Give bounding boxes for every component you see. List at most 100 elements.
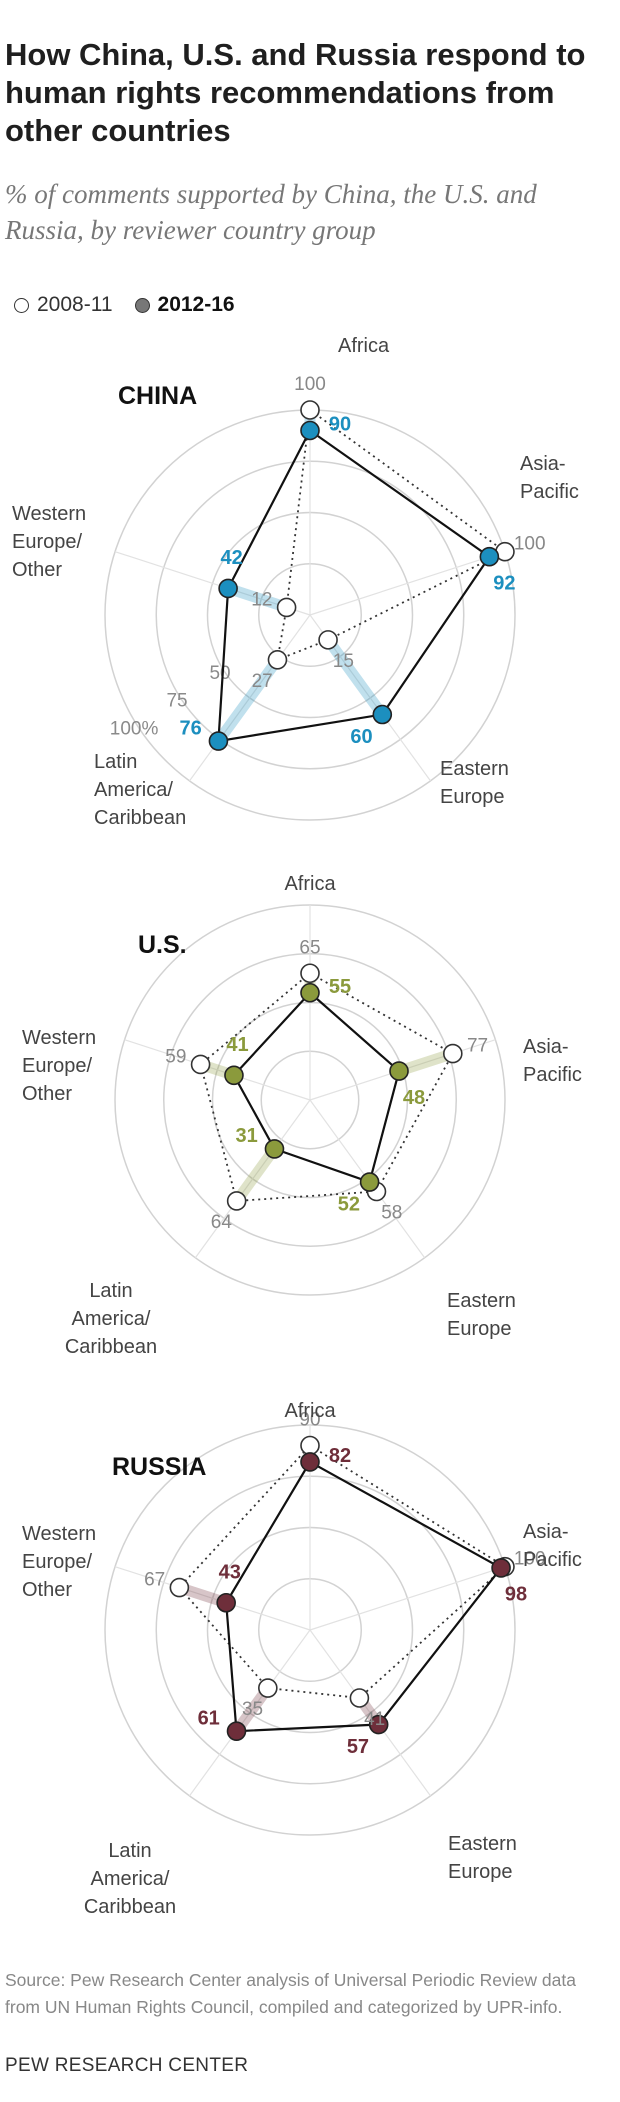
radar-grid (104, 1424, 516, 1836)
point-2012-16 (224, 1065, 244, 1086)
point-2012-16 (359, 1172, 380, 1192)
legend-open-marker (14, 297, 29, 313)
axis-spoke (124, 1039, 311, 1101)
value-label-2008-11: 15 (333, 651, 354, 672)
axis-label: Asia-Pacific (520, 453, 579, 503)
chart-title: How China, U.S. and Russia respond to hu… (5, 37, 586, 148)
radar-chart-russia: 90 100 41 35 67 82 98 57 61 43 RUSSIA Africa Asia-Pa… (22, 1400, 582, 1918)
source-note: Source: Pew Research Center analysis of … (5, 1970, 576, 2017)
point-2008-11 (169, 1577, 190, 1598)
change-band (231, 1143, 280, 1207)
value-label-2008-11: 58 (381, 1203, 402, 1224)
value-label-2012-16: 82 (329, 1445, 351, 1467)
change-band (222, 582, 293, 613)
legend-label-2012-16: 2012-16 (157, 293, 235, 316)
axis-label: Africa (338, 335, 390, 357)
value-label-2008-11: 35 (242, 1699, 263, 1720)
value-label-2008-11: 41 (364, 1709, 385, 1730)
point-2012-16 (368, 1714, 389, 1735)
axis-spoke (189, 614, 311, 782)
point-2008-11 (258, 1678, 278, 1698)
value-label-2012-16: 92 (493, 572, 515, 594)
legend: 2008-11 2012-16 (14, 290, 235, 320)
point-2012-16 (372, 704, 393, 725)
point-2008-11 (276, 597, 297, 618)
value-label-2008-11: 100 (294, 374, 326, 395)
point-2008-11 (300, 963, 320, 984)
value-label-2008-11: 59 (165, 1046, 186, 1067)
value-label-2012-16: 57 (347, 1736, 369, 1758)
value-label-2008-11: 67 (144, 1570, 165, 1591)
point-2008-11 (300, 400, 320, 420)
radar-title: RUSSIA (112, 1453, 206, 1481)
value-label-2008-11: 64 (211, 1212, 233, 1233)
axis-label: Eastern Europe (440, 758, 509, 808)
axis-label: Latin America/Caribbean (94, 751, 186, 829)
axis-label: Africa (284, 1400, 336, 1422)
legend-filled-marker (134, 297, 150, 313)
axis-spoke (309, 1629, 431, 1797)
value-label-2012-16: 48 (403, 1087, 425, 1109)
series-line-2012-16 (217, 428, 491, 743)
axis-label: Asia-Pacific (523, 1036, 582, 1086)
value-label-2012-16: 52 (338, 1194, 360, 1216)
value-label-2008-11: 12 (251, 589, 272, 610)
value-label-2008-11: 90 (299, 1410, 320, 1431)
point-2012-16 (300, 1452, 320, 1472)
point-2008-11 (318, 630, 338, 650)
point-2012-16 (216, 1592, 236, 1613)
point-2008-11 (300, 1435, 320, 1456)
value-label-2012-16: 98 (505, 1584, 527, 1606)
axis-spoke (309, 1566, 506, 1631)
axis-spoke (189, 1629, 311, 1797)
point-2012-16 (226, 1721, 247, 1741)
value-label-2008-11: 77 (467, 1036, 488, 1057)
value-label-2012-16: 31 (236, 1125, 258, 1147)
chart-subtitle: % of comments supported by China, the U.… (5, 179, 537, 245)
axis-label: Eastern Europe (448, 1833, 517, 1883)
value-label-2008-11: 27 (252, 671, 273, 692)
value-label-2012-16: 60 (350, 726, 372, 748)
point-2012-16 (218, 578, 238, 599)
value-label-2008-11: 100 (514, 534, 546, 555)
scale-label: 100% (110, 719, 159, 740)
value-label-2012-16: 55 (329, 976, 351, 998)
value-label-2008-11: 65 (299, 937, 320, 958)
axis-label: Western Europe/Other (12, 503, 86, 581)
change-band (322, 634, 388, 721)
value-label-2012-16: 41 (226, 1034, 248, 1056)
radar-grid (104, 409, 516, 821)
axis-label: Western Europe/Other (22, 1027, 96, 1105)
value-label-2008-11: 100 (514, 1549, 546, 1570)
point-2012-16 (389, 1061, 409, 1081)
value-label-2012-16: 43 (219, 1561, 241, 1583)
credit-line: PEW RESEARCH CENTER (5, 2055, 249, 2076)
point-2012-16 (300, 982, 320, 1003)
point-2008-11 (349, 1688, 370, 1708)
axis-label: Eastern Europe (447, 1290, 516, 1340)
point-2012-16 (479, 546, 500, 567)
point-2008-11 (190, 1054, 211, 1075)
value-label-2012-16: 61 (198, 1707, 220, 1729)
series-line-2008-11 (199, 972, 455, 1202)
series-line-2012-16 (232, 991, 401, 1184)
radar-chart-china: 50 75 100% 100 100 15 27 12 90 92 60 76 42 CHINA Afric… (12, 335, 579, 829)
radar-title: CHINA (118, 382, 197, 410)
radar-chart-us: 65 77 58 64 59 55 48 52 31 41 U.S. Africa Asia-Pacif… (22, 873, 582, 1358)
point-2008-11 (443, 1043, 463, 1064)
series-line-2012-16 (225, 1460, 503, 1733)
scale-label: 50 (209, 663, 230, 684)
axis-spoke (114, 1566, 311, 1631)
legend-label-2008-11: 2008-11 (37, 293, 113, 316)
point-2012-16 (208, 731, 229, 751)
point-2008-11 (267, 649, 288, 670)
axis-label: Africa (284, 873, 336, 895)
radar-title: U.S. (138, 931, 187, 959)
point-2012-16 (300, 420, 320, 441)
axis-spoke (309, 551, 506, 616)
point-2008-11 (226, 1191, 247, 1211)
value-label-2012-16: 90 (329, 414, 351, 436)
axis-label: Latin America/Caribbean (84, 1840, 176, 1918)
axis-label: Asia-Pacific (523, 1521, 582, 1571)
point-2012-16 (491, 1558, 511, 1578)
